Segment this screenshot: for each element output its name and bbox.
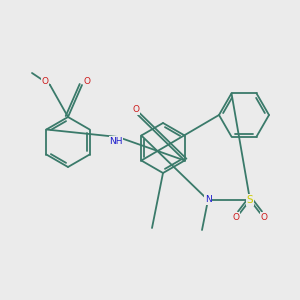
Text: O: O [83, 77, 91, 86]
Text: S: S [247, 195, 253, 205]
Text: O: O [133, 106, 140, 115]
Text: NH: NH [109, 136, 123, 146]
Text: O: O [260, 212, 268, 221]
Text: O: O [232, 212, 239, 221]
Text: N: N [205, 196, 212, 205]
Text: O: O [41, 77, 49, 86]
